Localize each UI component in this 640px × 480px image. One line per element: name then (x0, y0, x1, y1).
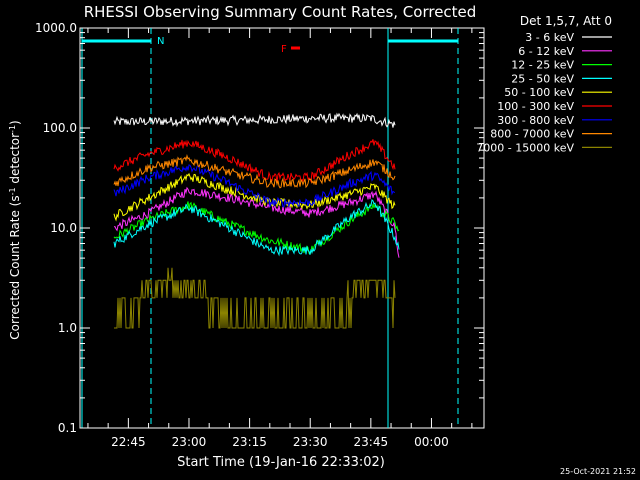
x-tick-label: 23:00 (172, 435, 207, 449)
flare-label: F (281, 44, 287, 55)
series-line (113, 186, 400, 258)
series-line (113, 112, 396, 128)
x-axis-label: Start Time (19-Jan-16 22:33:02) (177, 455, 385, 470)
series-line (114, 267, 396, 329)
series-line (113, 199, 400, 257)
legend-label: 3 - 6 keV (525, 31, 574, 44)
series-line (113, 153, 396, 189)
series-line (113, 201, 400, 256)
legend-label: 6 - 12 keV (518, 45, 574, 58)
y-tick-label: 1.0 (58, 321, 77, 335)
legend-label: 100 - 300 keV (497, 100, 574, 113)
legend-header: Det 1,5,7, Att 0 (520, 14, 612, 28)
chart-title: RHESSI Observing Summary Count Rates, Co… (84, 3, 477, 21)
x-tick-label: 00:00 (414, 435, 449, 449)
series-line (113, 164, 396, 208)
series-layer (113, 112, 400, 329)
y-tick-label: 1000.0 (35, 21, 77, 35)
legend-label: 25 - 50 keV (511, 72, 574, 85)
y-tick-label: 100.0 (43, 121, 77, 135)
x-tick-label: 23:15 (232, 435, 267, 449)
x-tick-label: 22:45 (111, 435, 146, 449)
axes-layer: 0.1 1.0 10.0 100.0 1000.0 22:45 23:00 23:15 23:3… (35, 21, 484, 449)
x-tick-label: 23:45 (354, 435, 389, 449)
series-line (113, 139, 396, 184)
series-line (113, 172, 396, 222)
y-tick-label: 10.0 (50, 221, 77, 235)
timestamp: 25-Oct-2021 21:52 (560, 467, 636, 476)
y-axis-label: Corrected Count Rate (s-1 detector-1) (8, 120, 23, 339)
legend-label: 50 - 100 keV (504, 86, 574, 99)
night-label: N (157, 36, 164, 47)
legend-label: 7000 - 15000 keV (476, 141, 574, 154)
x-tick-label: 23:30 (293, 435, 328, 449)
legend-label: 300 - 800 keV (497, 114, 574, 127)
legend-label: 800 - 7000 keV (490, 128, 574, 141)
overlay-layer (81, 28, 459, 428)
legend-label: 12 - 25 keV (511, 59, 574, 72)
y-tick-label: 0.1 (58, 421, 77, 435)
